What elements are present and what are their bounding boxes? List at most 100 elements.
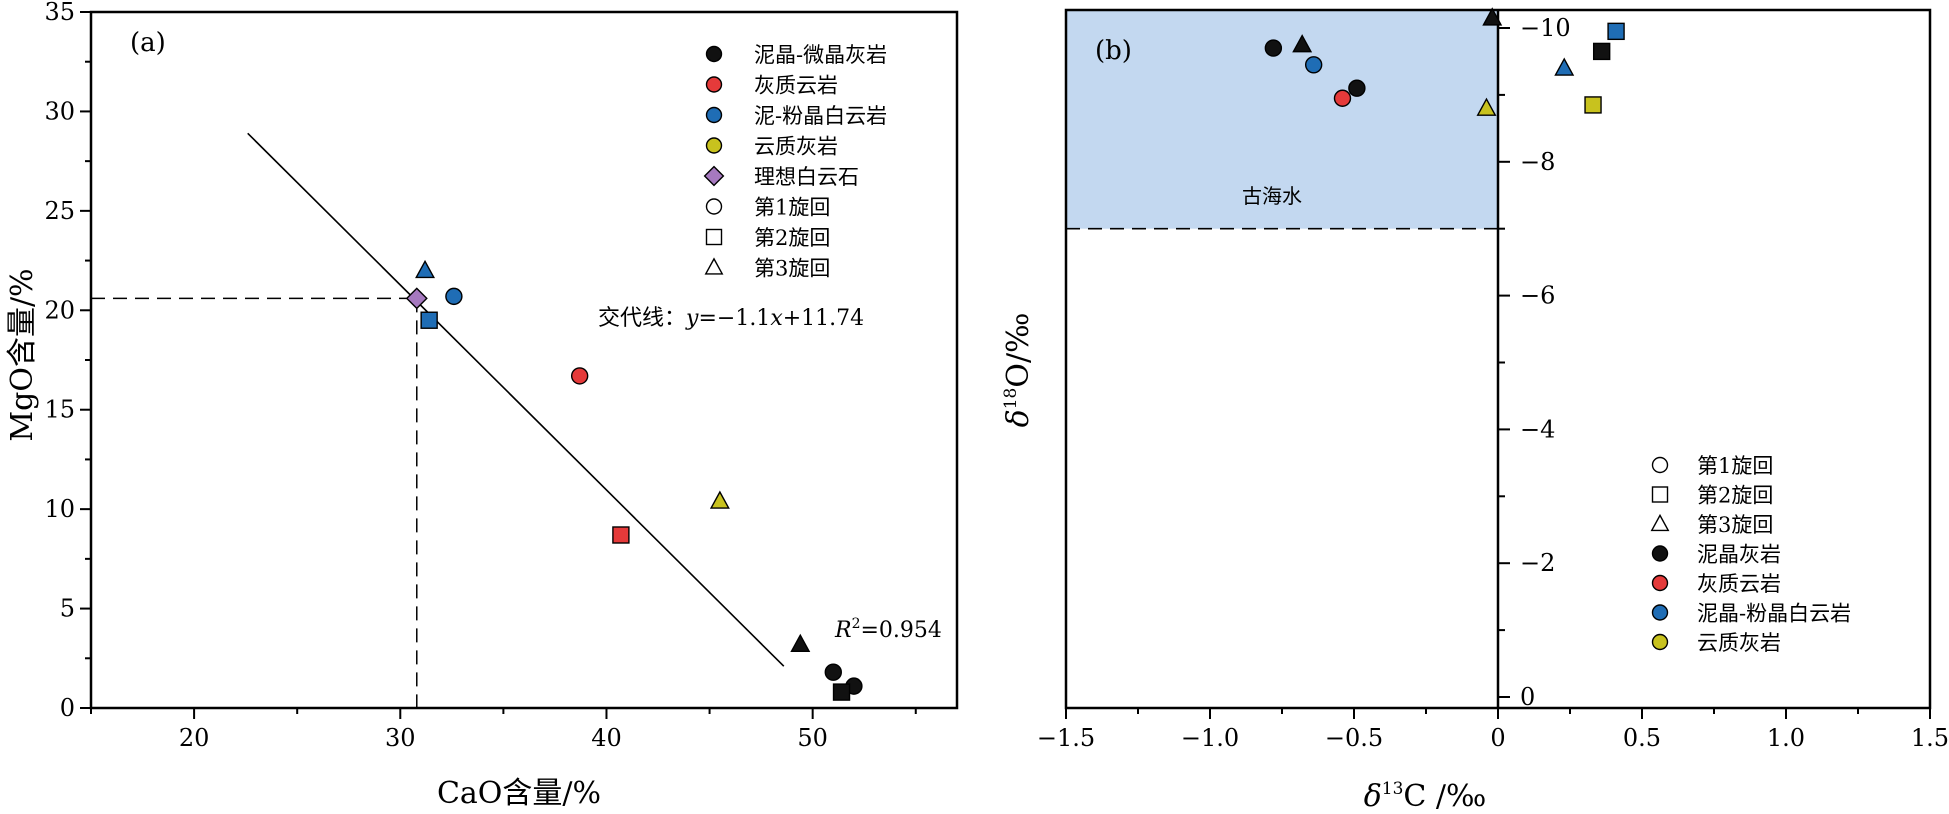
data-point: [1292, 34, 1313, 53]
panel-a-data-points: [405, 259, 863, 701]
y-tick-label: 0: [60, 694, 75, 722]
data-point: [1348, 79, 1366, 97]
data-point: [1584, 96, 1602, 114]
legend-marker: [1650, 513, 1670, 532]
x-tick-label: −1.0: [1181, 724, 1239, 752]
legend-marker: [705, 228, 723, 246]
legend-marker: [1651, 486, 1669, 503]
data-point: [709, 490, 730, 509]
legend-label: 泥-粉晶白云岩: [754, 104, 887, 128]
x-tick-label: 30: [385, 724, 416, 752]
data-point: [445, 287, 463, 306]
x-tick-label: 1.5: [1911, 724, 1949, 752]
y-tick-label: −6: [1520, 282, 1555, 310]
x-tick-label: 50: [797, 724, 828, 752]
data-point: [790, 633, 811, 652]
panel-a-x-ticks: 20 30 40 50: [90, 708, 917, 752]
ideal-dolomite-guide-lines: [91, 297, 418, 708]
data-point: [1304, 56, 1323, 74]
panel-a-y-ticks: 0 5 10 15 20 25 30 35: [44, 0, 91, 722]
y-tick-label: −2: [1520, 549, 1555, 577]
legend-marker: [1651, 574, 1669, 592]
legend-label: 云质灰岩: [754, 135, 838, 159]
legend-marker: [1651, 456, 1669, 474]
x-tick-label: 40: [591, 724, 622, 752]
legend-label: 第3旋回: [754, 257, 830, 281]
legend-label: 云质灰岩: [1697, 631, 1781, 655]
panel-b-label: (b): [1095, 36, 1132, 66]
legend-label: 第2旋回: [754, 226, 830, 250]
panel-b-x-axis-title: δ13C /‰: [1364, 779, 1487, 814]
legend-label: 灰质云岩: [754, 74, 838, 98]
panel-b-data-points: [1264, 7, 1625, 116]
y-tick-label: 0: [1520, 683, 1535, 711]
legend-marker: [705, 45, 723, 63]
ancient-seawater-region: [1066, 10, 1498, 229]
data-point: [420, 311, 438, 329]
fit-line: [247, 132, 785, 667]
x-tick-label: 0: [1490, 724, 1505, 752]
replacement-fit-line: [247, 132, 785, 667]
legend-label: 灰质云岩: [1697, 572, 1781, 596]
y-tick-label: 35: [44, 0, 75, 26]
data-point: [824, 663, 842, 681]
legend-marker: [704, 257, 724, 275]
y-tick-label: 10: [44, 495, 75, 523]
panel-b-x-ticks: −1.5 −1.0 −0.5 0 0.5 1.0 1.5: [1037, 708, 1949, 752]
legend-marker: [1651, 545, 1669, 562]
y-tick-label: 5: [60, 595, 75, 623]
y-tick-label: −8: [1520, 148, 1555, 176]
r-squared-label: R2=0.954: [834, 616, 942, 643]
panel-a-y-axis-title: MgO含量/%: [5, 268, 40, 441]
legend-marker: [703, 165, 725, 187]
data-point: [1264, 39, 1283, 57]
legend-label: 第3旋回: [1697, 513, 1773, 537]
data-point: [405, 287, 428, 310]
legend-marker: [705, 106, 723, 124]
legend-label: 泥晶-微晶灰岩: [754, 43, 887, 67]
x-tick-label: −1.5: [1037, 724, 1095, 752]
y-tick-label: −10: [1520, 14, 1571, 42]
legend-label: 第1旋回: [754, 196, 830, 220]
y-tick-label: 20: [44, 296, 75, 324]
data-point: [1482, 7, 1503, 26]
x-tick-label: 20: [179, 724, 210, 752]
y-tick-label: −4: [1520, 415, 1555, 443]
y-tick-label: 15: [44, 396, 75, 424]
data-point: [1554, 57, 1575, 76]
seawater-region-label: 古海水: [1242, 184, 1302, 208]
legend-label: 第1旋回: [1697, 454, 1773, 478]
x-tick-label: 1.0: [1767, 724, 1805, 752]
panel-b-y-ticks: 0 −2 −4 −6 −8 −10: [1498, 14, 1571, 711]
panel-b: −1.5 −1.0 −0.5 0 0.5 1.0 1.5 0−2−4−6−8−10 (b) …: [1001, 7, 1949, 814]
panel-b-y-axis-title: δ18O/‰: [1001, 313, 1036, 428]
x-tick-label: −0.5: [1325, 724, 1383, 752]
legend-marker: [1651, 633, 1669, 651]
legend-marker: [1651, 604, 1669, 621]
data-point: [415, 259, 436, 279]
data-point: [570, 367, 589, 385]
panel-a-label: (a): [130, 28, 166, 58]
data-point: [1607, 22, 1625, 41]
legend-label: 第2旋回: [1697, 484, 1773, 508]
panel-a-x-axis-title: CaO含量/%: [437, 776, 601, 811]
data-point: [832, 683, 851, 701]
panel-a: 20 30 40 50 0 5 10 15 20 25 30 35 (a) CaO含量/% MgO含…: [5, 0, 959, 811]
legend-marker: [705, 76, 723, 93]
legend-label: 泥晶灰岩: [1697, 543, 1781, 567]
data-point: [1592, 42, 1611, 61]
legend-label: 理想白云石: [754, 165, 859, 189]
legend-marker: [705, 198, 723, 215]
y-tick-label: 30: [44, 97, 75, 125]
data-point: [612, 526, 630, 544]
fit-equation: 交代线：y=−1.1x+11.74: [598, 306, 864, 331]
x-tick-label: 0.5: [1623, 724, 1661, 752]
data-point: [1333, 89, 1352, 107]
y-tick-label: 25: [44, 197, 75, 225]
legend-marker: [705, 137, 723, 154]
data-point: [1476, 97, 1497, 116]
legend-label: 泥晶-粉晶白云岩: [1697, 602, 1851, 626]
